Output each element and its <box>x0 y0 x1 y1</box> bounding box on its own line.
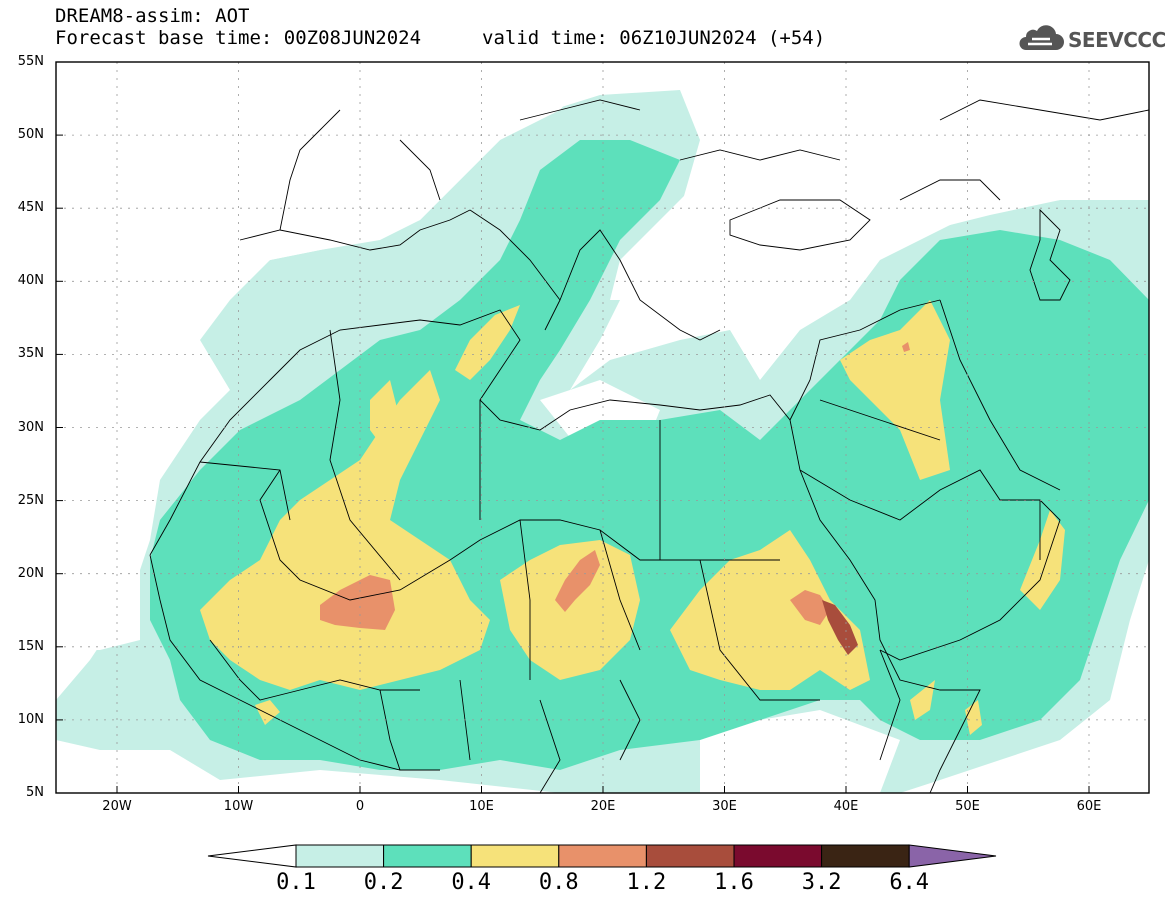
seevccc-logo: SEEVCCC <box>1018 22 1165 58</box>
aot-level-1-2 <box>822 600 858 655</box>
colorbar-label: 0.2 <box>363 870 404 895</box>
lat-label-35n: 35N <box>17 346 44 362</box>
lon-label-10w: 10W <box>223 799 254 814</box>
map-title: DREAM8-assim: AOT <box>55 5 250 27</box>
lon-label-60e: 60E <box>1076 799 1102 814</box>
cloud-logo-icon <box>1019 25 1064 50</box>
valid-time: valid time: 06Z10JUN2024 (+54) <box>482 27 826 49</box>
lat-label-30n: 30N <box>17 419 44 435</box>
lat-label-15n: 15N <box>17 638 44 654</box>
lat-label-45n: 45N <box>17 200 44 216</box>
aot-fields <box>56 62 1149 793</box>
coastlines <box>149 99 1149 793</box>
colorbar-label: 6.4 <box>889 870 930 895</box>
map-grid <box>56 62 1149 793</box>
lat-label-55n: 55N <box>17 54 44 69</box>
lat-label-10n: 10N <box>17 711 44 727</box>
lon-label-30e: 30E <box>712 799 737 814</box>
colorbar-label: 0.4 <box>451 870 492 895</box>
lon-label-0: 0 <box>355 799 365 814</box>
colorbar-label: 1.6 <box>714 870 754 895</box>
lat-label-40n: 40N <box>17 273 44 289</box>
aot-level-0-4 <box>200 370 490 690</box>
forecast-base-time: Forecast base time: 00Z08JUN2024 <box>55 27 422 49</box>
lat-label-20n: 20N <box>17 565 44 581</box>
colorbar-label: 3.2 <box>801 870 842 895</box>
axis-ticks <box>56 61 1090 794</box>
lon-label-10e: 10E <box>469 799 494 814</box>
lat-label-50n: 50N <box>17 127 44 143</box>
colorbar-label: 0.1 <box>276 870 316 895</box>
colorbar-label: 1.2 <box>626 870 667 895</box>
lon-label-50e: 50E <box>955 799 980 814</box>
lat-label-5n: 5N <box>26 785 44 800</box>
lon-label-20w: 20W <box>102 799 132 814</box>
logo-text: SEEVCCC <box>1068 28 1165 52</box>
lon-label-20e: 20E <box>590 799 616 814</box>
colorbar-label: 0.8 <box>538 870 579 895</box>
lat-label-25n: 25N <box>17 492 44 508</box>
lon-label-40e: 40E <box>833 799 859 814</box>
aot-level-0-8 <box>320 575 395 630</box>
